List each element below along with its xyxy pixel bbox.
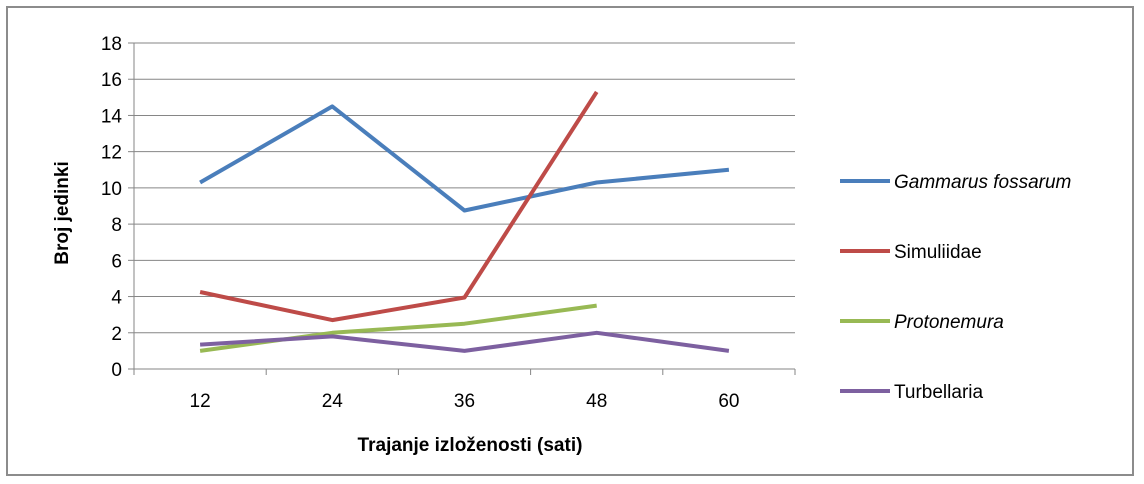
legend-item: Turbellaria — [840, 382, 983, 403]
axes — [128, 42, 796, 375]
x-tick-label: 36 — [454, 391, 475, 412]
legend-item: Gammarus fossarum — [840, 172, 1071, 193]
y-tick-labels: 0 2 4 6 8 10 12 14 16 18 — [101, 34, 123, 381]
y-tick-label: 14 — [101, 106, 123, 127]
legend-item: Protonemura — [840, 312, 1004, 333]
y-tick-label: 16 — [101, 70, 122, 91]
y-axis-title: Broj jedinki — [52, 161, 73, 264]
series-line-simuliidae — [199, 90, 599, 323]
legend-label: Protonemura — [894, 312, 1004, 333]
y-tick-label: 12 — [101, 143, 122, 164]
legend-item: Simuliidae — [840, 242, 982, 263]
x-tick-label: 24 — [322, 391, 344, 412]
y-tick-label: 0 — [111, 360, 122, 381]
legend-label: Simuliidae — [894, 242, 982, 263]
series-line-gammarus-fossarum — [199, 104, 730, 213]
x-axis-title: Trajanje izloženosti (sati) — [358, 435, 583, 456]
y-tick-label: 4 — [111, 288, 122, 309]
x-tick-label: 48 — [586, 391, 607, 412]
x-tick-labels: 12 24 36 48 60 — [190, 391, 740, 412]
y-tick-label: 8 — [111, 215, 122, 236]
legend-label: Gammarus fossarum — [894, 172, 1071, 193]
x-tick-label: 60 — [718, 391, 739, 412]
y-tick-label: 18 — [101, 34, 122, 55]
x-tick-label: 12 — [190, 391, 211, 412]
series-lines — [199, 90, 730, 353]
y-tick-label: 10 — [101, 179, 122, 200]
legend: Gammarus fossarum Simuliidae Protonemura Tu… — [840, 172, 1071, 403]
chart-frame: 0 2 4 6 8 10 12 14 16 18 12 24 36 48 60 Broj jedinki … — [6, 6, 1134, 476]
legend-label: Turbellaria — [894, 382, 983, 403]
series-line-turbellaria — [199, 330, 730, 353]
gridlines — [134, 42, 795, 334]
y-tick-label: 6 — [111, 251, 122, 272]
y-tick-label: 2 — [111, 324, 122, 345]
